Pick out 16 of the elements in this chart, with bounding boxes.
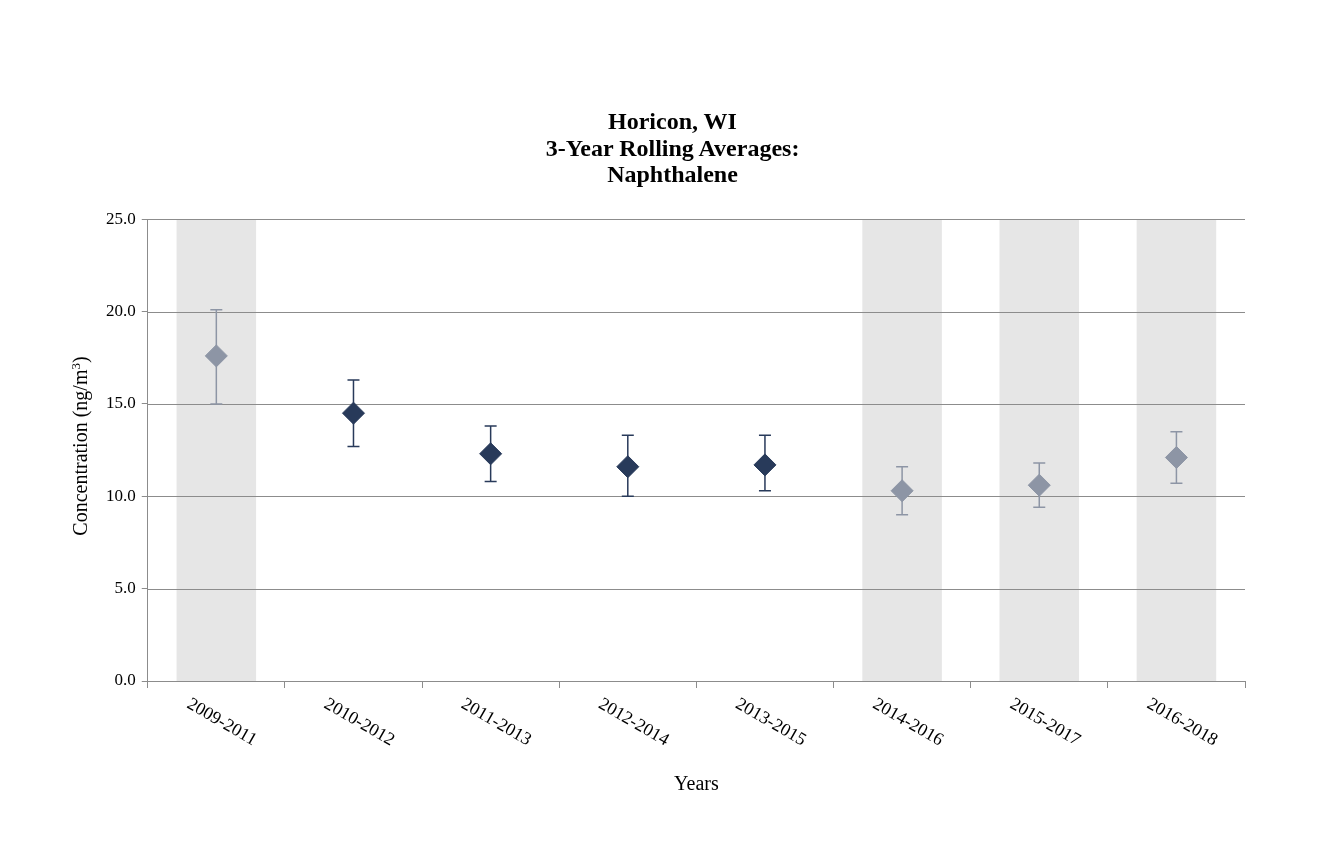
y-tick-label: 0.0 [114,670,136,690]
y-tick-label: 20.0 [106,301,136,321]
point [753,453,777,477]
y-tick-label: 5.0 [114,578,136,598]
point [890,479,914,503]
y-tick-label: 25.0 [106,208,136,228]
y-tick-label: 10.0 [106,485,136,505]
point [479,442,503,466]
y-tick-label: 15.0 [106,393,136,413]
point [616,455,640,479]
point [1027,473,1051,497]
x-axis-title: Years [674,772,719,795]
chart-title: Horicon, WI 3-Year Rolling Averages: Naphthalene [545,108,800,188]
point [1164,445,1188,469]
point [341,401,365,425]
point [204,344,228,368]
